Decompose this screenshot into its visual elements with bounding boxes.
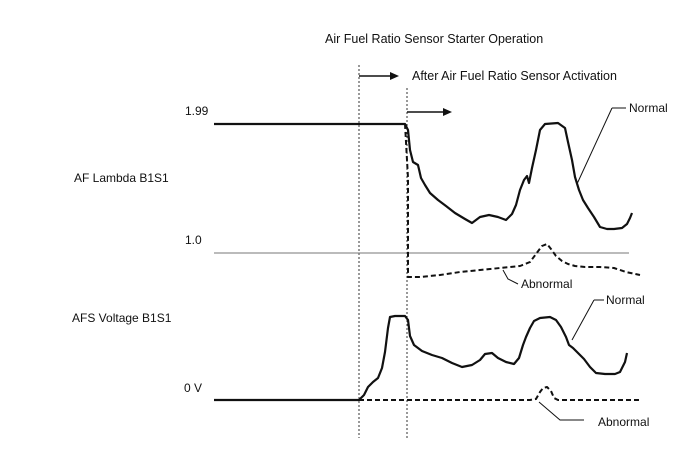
lambda-normal-leader bbox=[576, 107, 613, 185]
afs-voltage-label: AFS Voltage B1S1 bbox=[72, 311, 172, 325]
afs-normal-label: Normal bbox=[606, 293, 645, 307]
lambda-tick-mid: 1.0 bbox=[185, 233, 202, 247]
afs-tick-zero: 0 V bbox=[184, 381, 203, 395]
lambda-tick-high: 1.99 bbox=[185, 104, 209, 118]
af-lambda-abnormal-trace bbox=[404, 123, 641, 278]
starter-arrow bbox=[359, 72, 399, 80]
afs-voltage-normal-trace bbox=[214, 314, 629, 402]
afs-abnormal-label: Abnormal bbox=[598, 415, 650, 429]
lambda-abnormal-leader bbox=[502, 269, 519, 285]
af-lambda-normal-trace bbox=[214, 121, 634, 231]
activation-arrow bbox=[407, 108, 452, 116]
activation-label: After Air Fuel Ratio Sensor Activation bbox=[412, 69, 617, 83]
afs-normal-leader bbox=[571, 299, 595, 341]
afs-voltage-abnormal-trace bbox=[359, 386, 640, 401]
lambda-abnormal-label: Abnormal bbox=[521, 277, 573, 291]
lambda-normal-label: Normal bbox=[629, 101, 668, 115]
afs-abnormal-leader bbox=[538, 401, 584, 421]
starter-operation-label: Air Fuel Ratio Sensor Starter Operation bbox=[325, 32, 544, 46]
af-lambda-label: AF Lambda B1S1 bbox=[74, 171, 169, 185]
